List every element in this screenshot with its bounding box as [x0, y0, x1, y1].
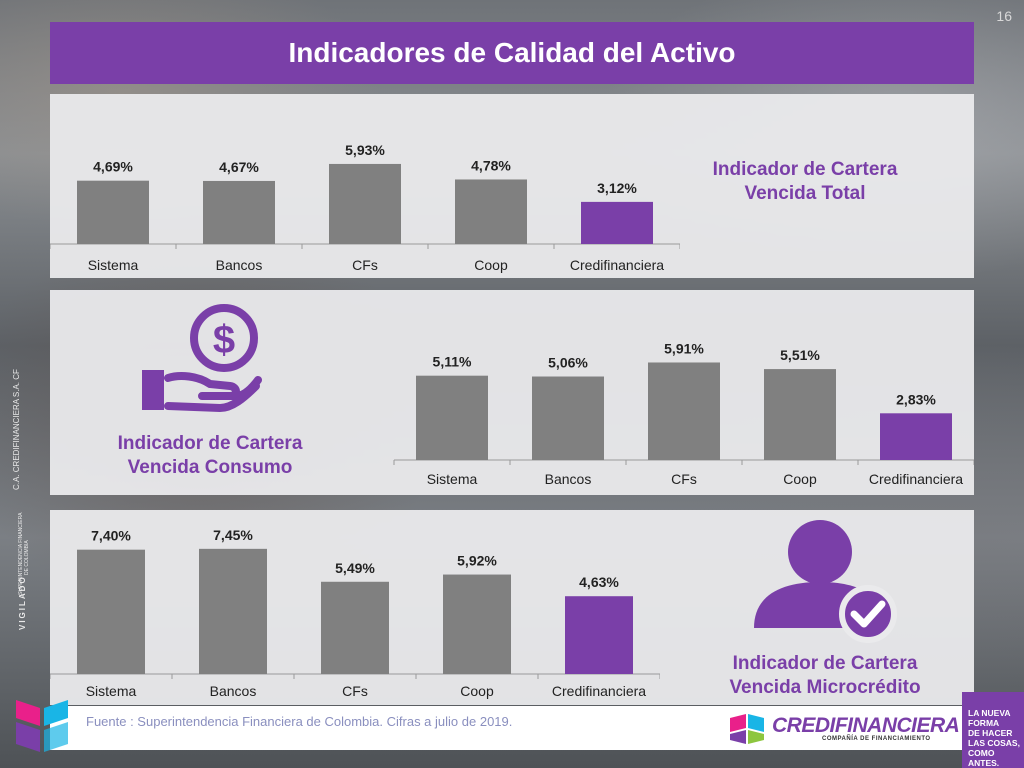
chart-cartera-microcredito: 7,40% Sistema 7,45% Bancos 5,49% CFs 5,92% Coop… — [50, 527, 660, 699]
slogan-line: LAS COSAS, — [968, 738, 1020, 748]
value-label: 5,06% — [548, 355, 588, 371]
brand-logo: CREDIFINANCIERA COMPAÑÍA DE FINANCIAMIEN… — [730, 712, 960, 746]
category-label: Credifinanciera — [570, 257, 664, 273]
title-bar: Indicadores de Calidad del Activo — [50, 22, 974, 84]
side-super-line2: DE COLOMBIA — [24, 540, 30, 575]
chart-cartera-consumo: 5,11% Sistema 5,06% Bancos 5,91% CFs 5,51% Coop… — [393, 340, 974, 487]
bar-bancos — [199, 548, 267, 674]
value-label: 5,51% — [780, 347, 820, 363]
value-label: 7,45% — [213, 527, 253, 543]
panel-cartera-microcredito: 7,40% Sistema 7,45% Bancos 5,49% CFs 5,92% Coop… — [50, 510, 974, 705]
page-title: Indicadores de Calidad del Activo — [288, 37, 736, 68]
bar-coop — [443, 574, 511, 674]
user-check-icon — [754, 520, 897, 643]
bar-coop — [764, 369, 836, 460]
bar-sistema — [77, 549, 145, 674]
panel-cartera-consumo: $ Indicador de Cartera Vencida Consumo 5… — [50, 290, 974, 495]
category-label: CFs — [352, 257, 378, 273]
bar-credifinanciera — [880, 413, 952, 460]
value-label: 4,63% — [579, 574, 619, 590]
page-number: 16 — [996, 8, 1012, 24]
corner-logo-icon — [16, 700, 68, 752]
source-text: Fuente : Superintendencia Financiera de … — [86, 714, 513, 729]
category-label: Credifinanciera — [869, 471, 963, 487]
value-label: 5,91% — [664, 340, 704, 356]
category-label: Credifinanciera — [552, 683, 646, 699]
value-label: 5,11% — [433, 354, 472, 370]
brand-name: CREDIFINANCIERA — [772, 714, 960, 737]
slogan-box: LA NUEVA FORMA DE HACER LAS COSAS, COMO ANTES… — [962, 692, 1024, 768]
panel-cartera-total: 4,69% Sistema 4,67% Bancos 5,93% CFs 4,78% Coop… — [50, 94, 974, 278]
side-vigilado: VIGILADO — [18, 575, 27, 630]
bar-credifinanciera — [581, 201, 653, 244]
bar-bancos — [203, 180, 275, 244]
source-footer: Fuente : Superintendencia Financiera de … — [50, 706, 974, 750]
category-label: Coop — [783, 471, 817, 487]
category-label: Bancos — [545, 471, 592, 487]
slogan-line: LA NUEVA — [968, 708, 1011, 718]
heading-line2: Vencida Microcrédito — [729, 677, 921, 698]
bar-cfs — [648, 362, 720, 460]
slogan-line: ANTES. — [968, 758, 1000, 768]
brand-subtitle: COMPAÑÍA DE FINANCIAMIENTO — [822, 736, 931, 742]
bar-bancos — [532, 376, 604, 460]
value-label: 5,92% — [457, 553, 497, 569]
bar-cfs — [321, 581, 389, 674]
bar-sistema — [77, 180, 149, 244]
category-label: Bancos — [216, 257, 263, 273]
heading-cartera-microcredito: Indicador de Cartera Vencida Microcrédit… — [700, 652, 950, 700]
side-company-text: C.A. CREDIFINANCIERA S.A. CF — [12, 369, 21, 490]
value-label: 4,69% — [93, 159, 133, 175]
value-label: 4,67% — [219, 159, 259, 175]
slogan-line: COMO — [968, 748, 995, 758]
category-label: Sistema — [86, 683, 137, 699]
value-label: 3,12% — [597, 180, 637, 196]
category-label: Coop — [460, 683, 494, 699]
bar-coop — [455, 179, 527, 244]
heading-line1: Indicador de Cartera — [732, 653, 918, 674]
value-label: 7,40% — [91, 528, 131, 544]
slogan-line: FORMA — [968, 718, 1000, 728]
chart-cartera-total: 4,69% Sistema 4,67% Bancos 5,93% CFs 4,78% Coop… — [50, 142, 680, 273]
bar-credifinanciera — [565, 596, 633, 674]
heading-line2: Vencida Total — [744, 183, 866, 204]
category-label: CFs — [342, 683, 368, 699]
value-label: 2,83% — [896, 391, 936, 407]
slogan-line: DE HACER — [968, 728, 1013, 738]
category-label: Sistema — [88, 257, 139, 273]
brand-cube-icon — [730, 714, 764, 744]
heading-line1: Indicador de Cartera — [117, 433, 303, 454]
value-label: 5,93% — [345, 142, 385, 158]
category-label: Sistema — [427, 471, 478, 487]
bar-sistema — [416, 375, 488, 460]
svg-text:$: $ — [213, 318, 235, 362]
category-label: Bancos — [210, 683, 257, 699]
heading-cartera-consumo: Indicador de Cartera Vencida Consumo — [80, 432, 340, 480]
category-label: Coop — [474, 257, 508, 273]
dollar-hand-icon: $ — [142, 304, 262, 413]
heading-line1: Indicador de Cartera — [712, 159, 898, 180]
value-label: 4,78% — [471, 157, 511, 173]
value-label: 5,49% — [335, 560, 375, 576]
category-label: CFs — [671, 471, 697, 487]
bar-cfs — [329, 163, 401, 244]
heading-line2: Vencida Consumo — [127, 457, 293, 478]
heading-cartera-total: Indicador de Cartera Vencida Total — [680, 158, 930, 206]
